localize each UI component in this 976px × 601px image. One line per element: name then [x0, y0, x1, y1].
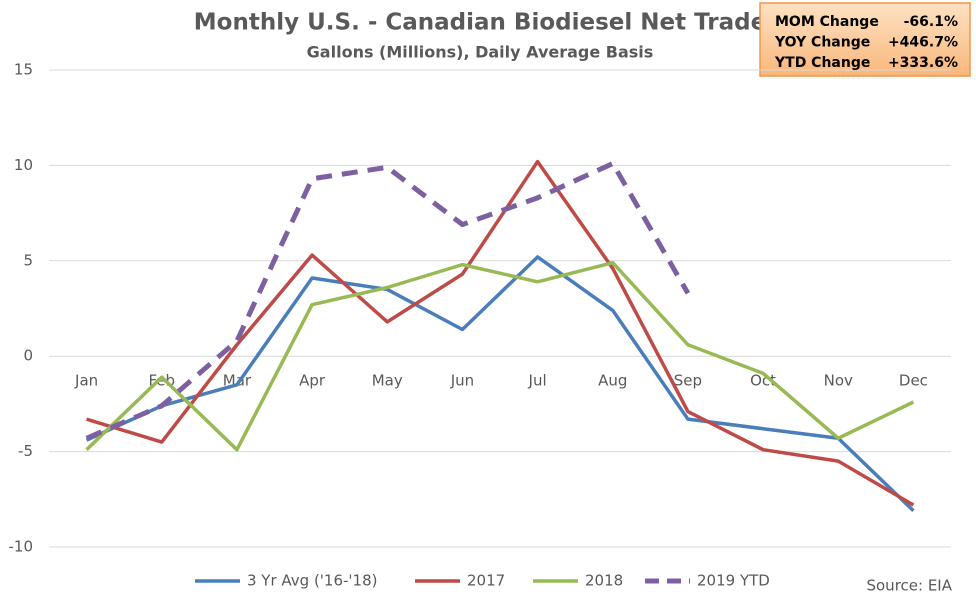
summary-value: -66.1% — [904, 14, 958, 30]
y-tick-label: 5 — [23, 251, 33, 269]
x-tick-label: May — [372, 372, 403, 390]
y-tick-label: 10 — [14, 156, 33, 174]
x-tick-label: Apr — [299, 372, 326, 390]
x-tick-label: Jun — [450, 372, 474, 390]
legend-label: 2019 YTD — [697, 572, 770, 590]
y-tick-label: 15 — [14, 61, 33, 79]
summary-value: +333.6% — [888, 55, 958, 71]
summary-label: YOY Change — [774, 35, 870, 51]
chart-title: Monthly U.S. - Canadian Biodiesel Net Tr… — [194, 10, 766, 36]
x-tick-label: Nov — [824, 372, 853, 390]
legend-label: 2017 — [467, 572, 505, 590]
x-tick-label: Oct — [750, 372, 776, 390]
y-tick-label: -10 — [9, 538, 34, 556]
chart-subtitle: Gallons (Millions), Daily Average Basis — [307, 43, 654, 62]
series-line — [85, 255, 915, 513]
y-tick-label: 0 — [23, 347, 33, 365]
series-line — [86, 159, 915, 507]
y-tick-label: -5 — [18, 442, 33, 460]
legend-label: 2018 — [585, 572, 623, 590]
summary-label: YTD Change — [774, 55, 870, 71]
legend-label: 3 Yr Avg ('16-'18) — [247, 572, 378, 590]
summary-value: +446.7% — [888, 35, 958, 51]
source: Source: EIA — [866, 577, 952, 595]
summary-label: MOM Change — [775, 14, 879, 30]
summary-box — [759, 2, 971, 77]
series-line — [85, 160, 691, 441]
x-tick-label: Jan — [74, 372, 98, 390]
x-tick-label: Aug — [598, 372, 627, 390]
x-tick-label: Sep — [674, 372, 702, 390]
x-tick-label: Dec — [899, 372, 928, 390]
x-tick-label: Jul — [528, 372, 547, 390]
series-line — [85, 260, 915, 452]
